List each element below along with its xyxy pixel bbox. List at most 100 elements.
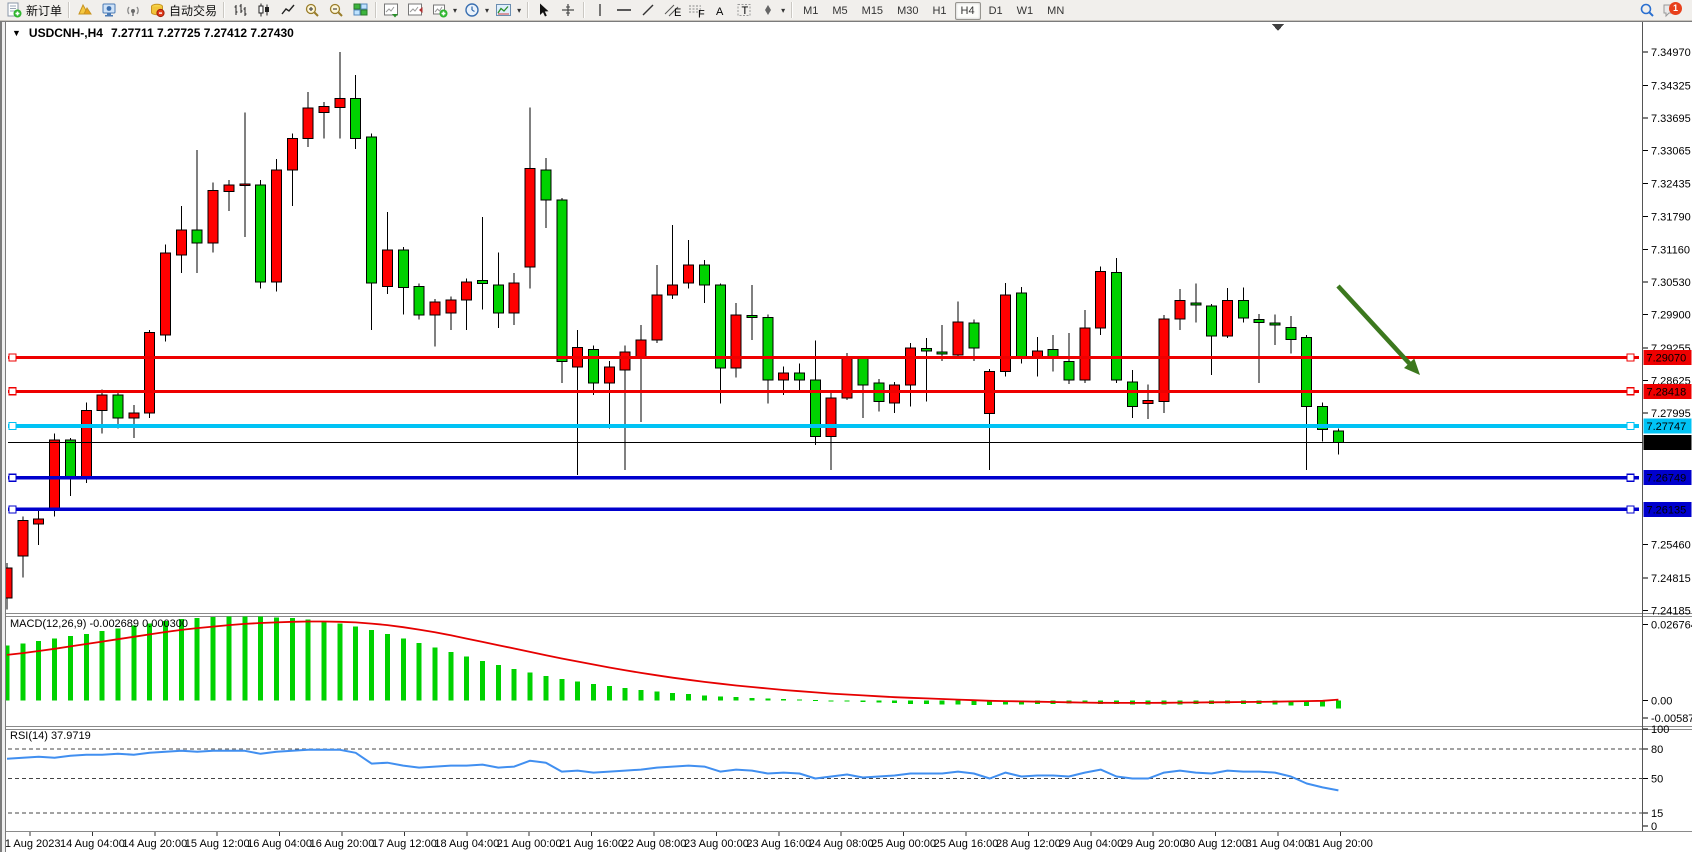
candle-bullish [952,321,964,356]
macd-histogram-bar [733,697,739,701]
text-tool-icon[interactable]: A [708,1,732,19]
tf-button-m30[interactable]: M30 [897,5,919,17]
candle-bullish [445,299,457,314]
macd-histogram-bar [242,616,248,701]
chart-shift-icon[interactable] [404,1,428,19]
candle-bearish [556,199,568,363]
vertical-line-tool-icon[interactable] [588,1,612,19]
zoom-out-icon[interactable] [324,1,348,19]
line-handle[interactable] [1626,353,1635,362]
zoom-in-icon[interactable] [300,1,324,19]
arrows-tool-button[interactable]: ▾ [756,1,788,20]
candle-bullish [1174,300,1186,320]
candle-bearish [477,279,488,284]
fibonacci-tool-icon[interactable]: F [684,1,708,19]
candle-bearish [968,322,980,349]
separator [223,2,226,18]
macd-indicator-label: MACD(12,26,9) -0.002689 0.000300 [10,618,188,630]
macd-histogram-bar [955,700,961,705]
macd-axis-label: 0.026764 [1651,620,1692,632]
terminal-signal-icon[interactable] [121,1,145,19]
line-handle[interactable] [1626,421,1635,431]
macd-histogram-bar [131,625,137,701]
candle-bearish [1237,300,1249,319]
macd-histogram-bar [923,700,929,705]
tf-button-h1[interactable]: H1 [932,5,947,17]
macd-histogram-bar [717,696,723,701]
arrow-annotation-shaft[interactable] [1336,284,1415,370]
auto-trading-button[interactable]: 自动交易 [145,1,220,20]
macd-histogram-bar [670,692,676,701]
price-axis-label: 7.34970 [1651,47,1691,59]
tf-button-w1[interactable]: W1 [1016,5,1034,17]
rsi-indicator-label: RSI(14) 37.9719 [10,730,91,742]
line-handle[interactable] [1626,473,1635,482]
macd-histogram-bar [4,645,10,701]
market-watch-icon[interactable] [73,1,97,19]
candle-bullish [144,332,156,414]
tf-button-d1[interactable]: D1 [988,5,1003,17]
macd-histogram-bar [115,628,121,701]
text-label-tool-icon[interactable]: T [732,1,756,19]
macd-histogram-bar [258,616,264,701]
chart-dropdown-icon[interactable]: ▼ [12,28,21,38]
tf-button-m1[interactable]: M1 [803,5,819,17]
chart-title: ▼ USDCNH-,H4 7.27711 7.27725 7.27412 7.2… [12,26,294,40]
auto-trading-label: 自动交易 [169,3,218,18]
candle-bullish [904,347,916,386]
macd-histogram-bar [590,683,596,701]
line-handle[interactable] [8,505,17,514]
macd-histogram-bar [559,678,565,701]
new-order-button[interactable]: 新订单 [2,1,65,20]
line-chart-icon[interactable] [276,1,300,19]
tile-windows-icon[interactable] [348,1,372,19]
macd-histogram-bar [321,621,327,701]
chart-symbol-period: USDCNH-,H4 [28,26,103,40]
tf-button-m15[interactable]: M15 [861,5,884,17]
templates-button[interactable]: ▾ [492,1,524,20]
new-chart-button[interactable]: ▾ [428,1,460,20]
candle-bearish [1190,302,1202,306]
periods-button[interactable]: ▾ [460,1,492,20]
level-price-tag [1643,418,1692,434]
auto-scroll-icon[interactable] [380,1,404,19]
macd-histogram-bar [1335,700,1341,709]
rsi-axis-label: 80 [1651,744,1663,756]
tf-button-mn[interactable]: MN [1047,5,1065,17]
notifications-button[interactable]: 1 [1662,1,1684,20]
line-handle[interactable] [8,353,17,362]
candle-chart-icon[interactable] [252,1,276,19]
tf-button-h4[interactable]: H4 [954,2,981,20]
macd-histogram-bar [194,617,200,701]
macd-histogram-bar [606,686,612,701]
tf-button-m5[interactable]: M5 [832,5,848,17]
macd-histogram-bar [147,623,153,701]
chart-shift-marker[interactable] [1272,24,1284,31]
line-handle[interactable] [1626,387,1635,396]
search-icon[interactable] [1638,1,1656,19]
navigator-icon[interactable] [97,1,121,19]
line-handle[interactable] [8,473,17,482]
line-handle[interactable] [8,387,17,396]
time-axis-label: 22 Aug 08:00 [622,838,687,850]
candle-bullish [96,394,108,411]
svg-text:A: A [716,6,724,18]
trendline-tool-icon[interactable] [636,1,660,19]
candle-bullish [334,98,346,108]
crosshair-icon[interactable] [556,1,580,19]
arrow-annotation-head[interactable] [1404,358,1420,375]
macd-histogram-bar [99,631,105,701]
bar-chart-icon[interactable] [228,1,252,19]
new-chart-icon [431,1,449,19]
line-handle[interactable] [8,421,17,431]
equidistant-channel-tool-icon[interactable]: E [660,1,684,19]
line-handle[interactable] [1626,505,1635,514]
cursor-icon[interactable] [532,1,556,19]
candle-bullish [128,412,140,419]
macd-histogram-bar [701,695,707,701]
candle-bullish [1221,300,1233,337]
price-axis-label: 7.24815 [1651,573,1691,585]
horizontal-line-tool-icon[interactable] [612,1,636,19]
candle-bearish [112,394,124,419]
